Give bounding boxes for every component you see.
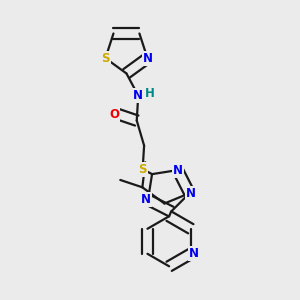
Text: N: N: [142, 52, 152, 65]
Text: N: N: [186, 187, 196, 200]
Text: S: S: [138, 163, 147, 176]
Text: N: N: [189, 247, 199, 260]
Text: H: H: [145, 87, 154, 100]
Text: N: N: [133, 89, 143, 102]
Text: N: N: [141, 193, 151, 206]
Text: N: N: [173, 164, 183, 177]
Text: O: O: [109, 108, 119, 121]
Text: S: S: [101, 52, 110, 65]
